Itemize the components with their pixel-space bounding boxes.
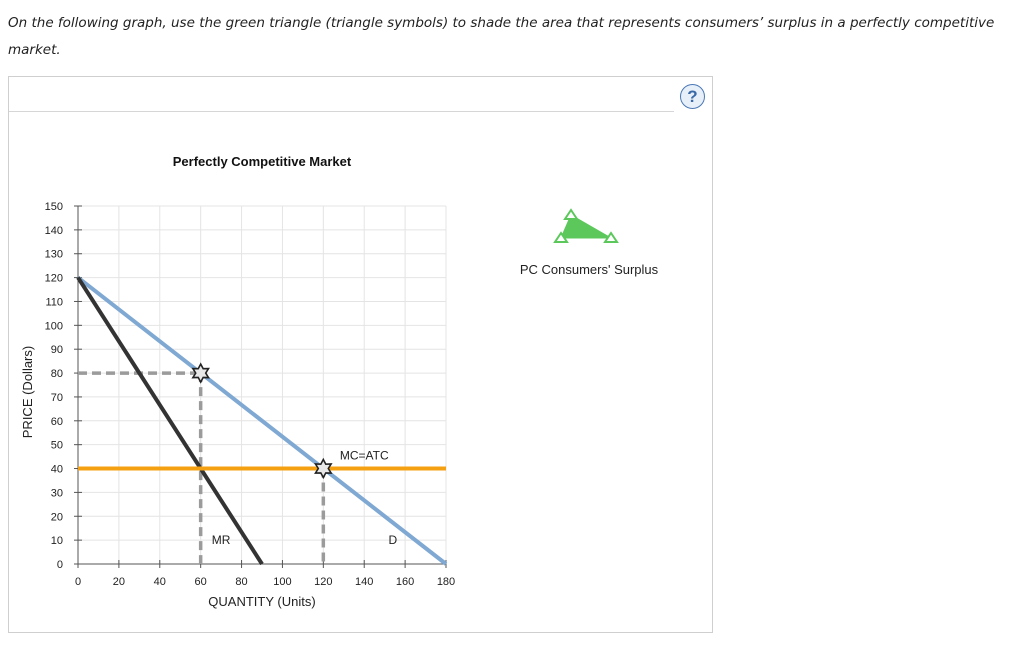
grid bbox=[78, 205, 447, 564]
x-axis-label: QUANTITY (Units) bbox=[208, 594, 315, 609]
triangle-vertex-right-icon bbox=[603, 231, 619, 243]
green-triangle-icon[interactable] bbox=[560, 214, 613, 239]
markers[interactable] bbox=[191, 362, 333, 480]
demand-curve[interactable] bbox=[76, 276, 448, 566]
x-tick-label: 100 bbox=[273, 576, 291, 588]
panel-header bbox=[9, 77, 674, 112]
y-axis-label: PRICE (Dollars) bbox=[20, 346, 35, 438]
x-tick-label: 180 bbox=[437, 576, 455, 588]
triangle-vertex-top-icon bbox=[563, 208, 579, 220]
y-tick-label: 20 bbox=[51, 511, 63, 523]
x-tick-label: 120 bbox=[314, 576, 332, 588]
x-tick-label: 80 bbox=[235, 576, 247, 588]
y-tick-label: 140 bbox=[45, 225, 63, 237]
x-tick-label: 160 bbox=[396, 576, 414, 588]
intersection-star-icon[interactable] bbox=[191, 362, 210, 384]
y-tick-label: 30 bbox=[51, 487, 63, 499]
y-tick-label: 10 bbox=[51, 535, 63, 547]
help-button[interactable]: ? bbox=[680, 84, 705, 109]
x-tick-label: 40 bbox=[154, 576, 166, 588]
curve-label: MC=ATC bbox=[340, 448, 389, 462]
marginal-revenue-curve[interactable] bbox=[76, 276, 264, 566]
intersection-star-icon[interactable] bbox=[314, 457, 333, 480]
y-tick-label: 60 bbox=[51, 416, 63, 428]
triangle-vertex-left-icon bbox=[553, 231, 569, 243]
labels: MC=ATC MR D bbox=[212, 448, 398, 547]
graph-panel: ? 0 10 20 30 40 50 60 70 80 90 100 110 120 130 140 150 0… bbox=[8, 76, 713, 633]
x-tick-label: 0 bbox=[75, 576, 81, 588]
tool-label[interactable]: PC Consumers' Surplus bbox=[520, 262, 659, 277]
y-tick-label: 0 bbox=[57, 559, 63, 571]
question-text: On the following graph, use the green tr… bbox=[8, 15, 995, 58]
y-tick-label: 80 bbox=[51, 368, 63, 380]
x-tick-label: 140 bbox=[355, 576, 373, 588]
y-tick-label: 120 bbox=[45, 273, 63, 285]
y-tick-label: 110 bbox=[45, 296, 63, 308]
y-tick-label: 40 bbox=[51, 464, 63, 476]
curve-label: D bbox=[389, 533, 398, 547]
y-tick-label: 130 bbox=[45, 249, 63, 261]
consumers-surplus-tool[interactable] bbox=[553, 208, 619, 243]
chart-title: Perfectly Competitive Market bbox=[173, 154, 352, 169]
question-mark-icon: ? bbox=[687, 86, 698, 106]
axes: 0 10 20 30 40 50 60 70 80 90 100 110 120 130 140 150 0 20… bbox=[45, 201, 456, 588]
y-tick-label: 90 bbox=[51, 344, 63, 356]
curve-label: MR bbox=[212, 533, 231, 547]
series[interactable] bbox=[76, 276, 448, 566]
chart[interactable]: 0 10 20 30 40 50 60 70 80 90 100 110 120 130 140 150 0 20… bbox=[9, 77, 712, 632]
x-tick-label: 20 bbox=[113, 576, 125, 588]
y-tick-label: 100 bbox=[45, 320, 63, 332]
y-tick-label: 70 bbox=[51, 392, 63, 404]
x-tick-label: 60 bbox=[195, 576, 207, 588]
y-tick-label: 150 bbox=[45, 201, 63, 213]
y-tick-label: 50 bbox=[51, 440, 63, 452]
